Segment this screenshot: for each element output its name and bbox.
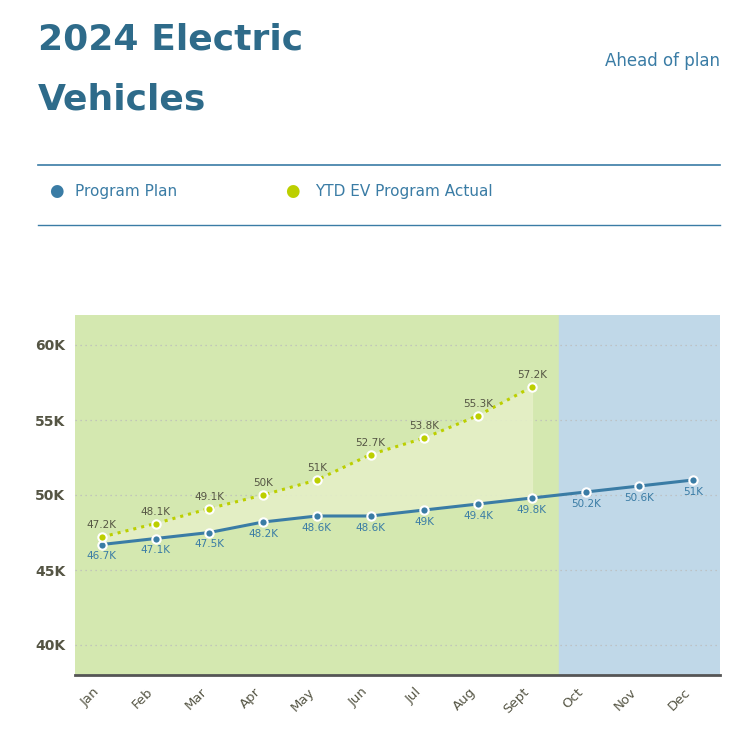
Text: 46.7K: 46.7K [87,551,117,562]
Text: Vehicles: Vehicles [38,82,206,116]
Text: 49.8K: 49.8K [517,505,547,515]
Text: 48.6K: 48.6K [302,523,332,533]
Text: ●: ● [49,182,63,200]
Text: 51K: 51K [307,463,327,473]
Bar [559,315,720,675]
Text: 53.8K: 53.8K [410,421,440,431]
Text: 47.1K: 47.1K [141,545,170,556]
Text: 2024 Electric: 2024 Electric [38,22,302,56]
Text: Ahead of plan: Ahead of plan [605,53,720,70]
Text: 50.2K: 50.2K [571,499,601,509]
Text: 57.2K: 57.2K [517,370,547,380]
Text: ●: ● [285,182,299,200]
Text: 48.6K: 48.6K [356,523,386,533]
Text: 48.2K: 48.2K [248,529,278,539]
Text: 47.2K: 47.2K [87,520,117,530]
Bar [75,315,559,675]
Text: 52.7K: 52.7K [356,437,386,448]
Text: 49K: 49K [414,517,434,527]
Text: 50.6K: 50.6K [625,493,654,503]
Text: 51K: 51K [683,487,703,497]
Text: 48.1K: 48.1K [141,506,170,517]
Text: 55.3K: 55.3K [463,398,494,409]
Text: 50K: 50K [254,478,273,488]
Text: YTD EV Program Actual: YTD EV Program Actual [315,184,493,199]
Text: 49.4K: 49.4K [463,511,494,521]
Text: 47.5K: 47.5K [194,539,224,550]
Text: 49.1K: 49.1K [194,491,224,502]
Text: Program Plan: Program Plan [75,184,177,199]
